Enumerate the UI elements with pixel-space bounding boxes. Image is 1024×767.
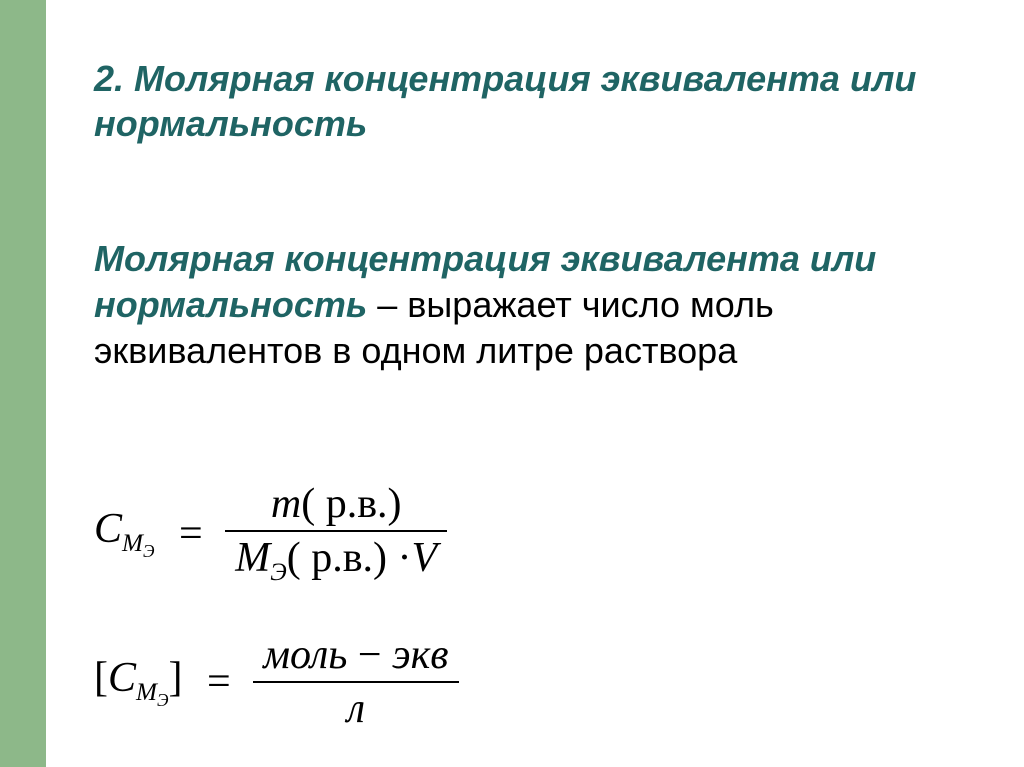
formula-2: [CMЭ] = моль − экв л xyxy=(94,631,934,733)
formula-1: CMЭ = m( р.в.) MЭ( р.в.) ··VV xyxy=(94,480,934,587)
equals-sign-2: = xyxy=(207,658,231,706)
sidebar-accent xyxy=(0,0,46,767)
formula-1-numerator: m( р.в.) xyxy=(225,480,447,532)
formula-2-fraction: моль − экв л xyxy=(253,631,458,733)
sym-C2: C xyxy=(108,655,136,701)
formula-area: CMЭ = m( р.в.) MЭ( р.в.) ··VV [CMЭ] = мо… xyxy=(94,480,934,733)
body-dash: – xyxy=(367,284,407,325)
sym-Mbig: M xyxy=(235,535,270,581)
formula-2-numerator: моль − экв xyxy=(253,631,458,683)
formula-2-denominator: л xyxy=(253,683,458,733)
bracket-open: [ xyxy=(94,655,108,701)
formula-2-lhs: [CMЭ] xyxy=(94,654,183,711)
sym-m: m xyxy=(271,481,301,527)
formula-1-denominator: MЭ( р.в.) ··VV xyxy=(225,532,447,587)
sym-l: л xyxy=(347,686,365,732)
sym-M: M xyxy=(122,530,143,557)
paren-pv-2: ( р.в.) xyxy=(287,535,387,581)
sym-C: C xyxy=(94,506,122,552)
formula-1-fraction: m( р.в.) MЭ( р.в.) ··VV xyxy=(225,480,447,587)
paren-pv: ( р.в.) xyxy=(301,481,401,527)
slide-body: Молярная концентрация эквивалента или но… xyxy=(94,236,934,374)
bracket-close: ] xyxy=(169,655,183,701)
equals-sign: = xyxy=(179,510,203,558)
sym-E-sub: Э xyxy=(270,559,287,586)
sym-E2: Э xyxy=(157,690,169,710)
dash: − xyxy=(347,632,392,678)
sym-mol: моль xyxy=(263,632,347,678)
sym-M2: M xyxy=(136,679,157,706)
formula-1-lhs: CMЭ xyxy=(94,505,155,562)
sym-ekv: экв xyxy=(392,632,448,678)
dot-V: ··VV xyxy=(387,535,437,581)
slide: 2. Молярная концентрация эквивалента или… xyxy=(0,0,1024,767)
sym-E: Э xyxy=(143,541,155,561)
title-text: 2. Молярная концентрация эквивалента или… xyxy=(94,58,916,144)
slide-title: 2. Молярная концентрация эквивалента или… xyxy=(94,56,924,146)
